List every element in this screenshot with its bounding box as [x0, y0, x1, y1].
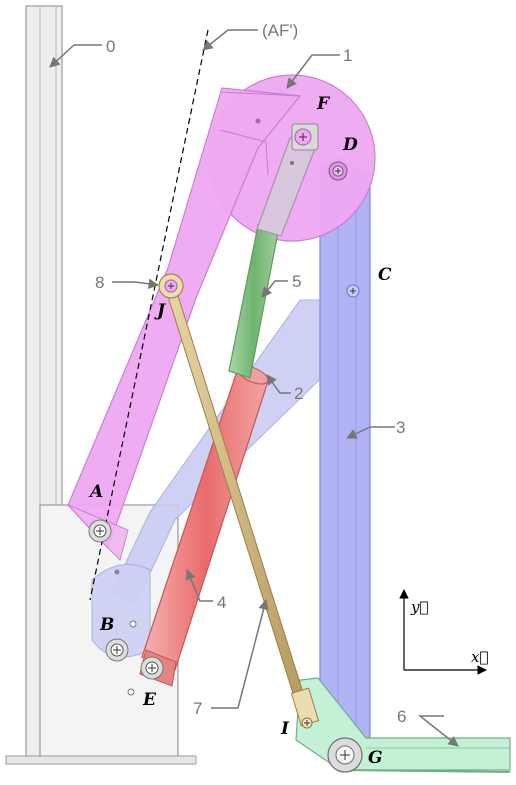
pivot-J: [158, 273, 184, 299]
pivot-C: [346, 284, 360, 298]
small-bolts: [114, 569, 137, 696]
point-label-C: C: [378, 265, 392, 285]
axis-af-dashed-line: [89, 29, 209, 601]
label-part-4: 4: [217, 593, 226, 612]
label-axis-af: (AF'): [262, 21, 298, 40]
label-part-7: 7: [193, 699, 202, 718]
pivot-A: [88, 519, 112, 543]
pivot-F: [294, 128, 312, 146]
point-label-J: J: [154, 301, 166, 321]
frame-x-label: x⃗: [471, 648, 488, 666]
frame-y-label: y⃗: [410, 598, 428, 616]
label-part-1: 1: [343, 46, 352, 65]
pivot-D: [328, 161, 348, 181]
label-part-3: 3: [396, 418, 405, 437]
pivot-B: [105, 638, 129, 662]
point-label-G: G: [368, 748, 383, 768]
point-label-B: B: [99, 615, 114, 635]
leader-lines: [49, 29, 459, 747]
pivot-I: [301, 717, 313, 729]
point-label-E: E: [142, 690, 157, 710]
point-label-I: I: [280, 719, 290, 739]
label-part-2: 2: [294, 384, 303, 403]
label-part-0: 0: [106, 37, 115, 56]
pivot-G: [327, 737, 363, 773]
label-part-6: 6: [397, 707, 406, 726]
point-label-D: D: [342, 135, 358, 155]
label-part-8: 8: [95, 273, 104, 292]
part-3-bar: [319, 157, 371, 739]
point-label-F: F: [316, 94, 331, 114]
pivot-E: [140, 656, 164, 680]
reference-frame: [399, 589, 487, 675]
point-label-A: A: [88, 482, 103, 502]
label-part-5: 5: [292, 272, 301, 291]
